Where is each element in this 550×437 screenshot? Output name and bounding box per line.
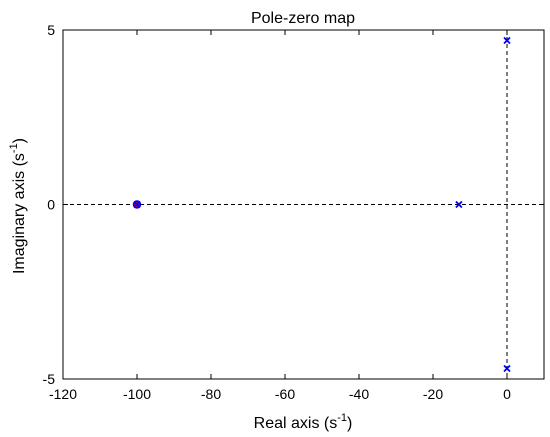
pole-marker: [503, 364, 511, 373]
x-tick-label: -20: [423, 386, 443, 402]
plot-area: -120 -100 -80 -60 -40 -20 0 -5 0 5: [43, 22, 545, 402]
x-tick-label: 0: [503, 386, 511, 402]
y-tick-label: 0: [47, 197, 55, 213]
x-axis-title: Real axis (s-1): [254, 412, 353, 432]
pole-marker: [455, 200, 463, 209]
pole-marker: [133, 200, 141, 209]
x-tick-label: -60: [275, 386, 295, 402]
x-tick-label: -120: [49, 386, 77, 402]
y-tick-label: -5: [43, 371, 56, 387]
x-tick-label: -80: [201, 386, 221, 402]
x-tick-label: -40: [349, 386, 369, 402]
y-axis-title: Imaginary axis (s-1): [8, 138, 28, 274]
chart-title: Pole-zero map: [251, 10, 355, 27]
y-tick-label: 5: [47, 22, 55, 38]
x-tick-label: -100: [123, 386, 151, 402]
pole-marker: [503, 36, 511, 45]
